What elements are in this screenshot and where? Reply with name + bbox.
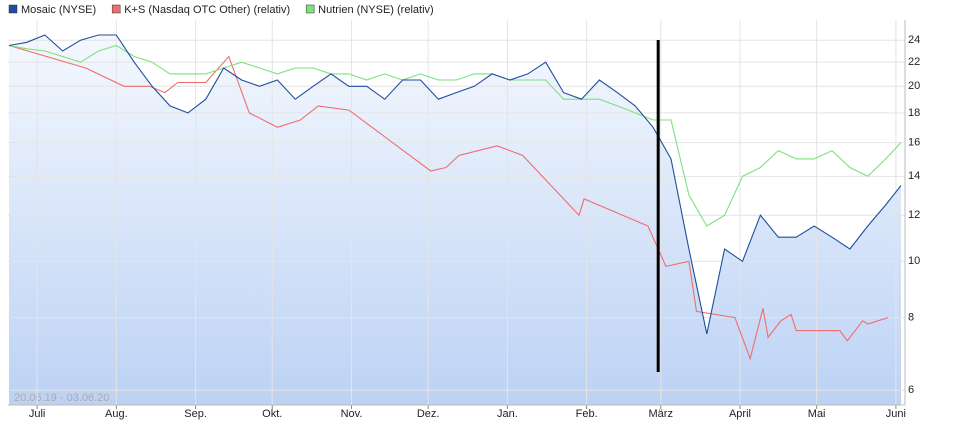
x-tick-label: Aug. [105,408,128,420]
x-tick-label: März [649,408,673,420]
legend-label: K+S (Nasdaq OTC Other) (relativ) [124,4,290,16]
legend-swatch [8,4,18,14]
x-tick-label: April [729,408,751,420]
y-tick-label: 18 [908,107,920,119]
y-tick-label: 24 [908,34,920,46]
legend-swatch [111,4,121,14]
x-tick-label: Okt. [262,408,282,420]
line [8,34,902,335]
x-tick-label: Mai [808,408,826,420]
y-tick-label: 22 [908,56,920,68]
y-tick-label: 12 [908,209,920,221]
x-tick-label: Nov. [341,408,363,420]
x-tick-label: Sep. [184,408,207,420]
footer: 20.06.19 - 03.06.20 [14,392,109,404]
x-tick-label: Feb. [576,408,598,420]
y-tick-label: 16 [908,137,920,149]
y-tick-label: 14 [908,170,920,182]
y-tick-label: 8 [908,312,914,324]
x-tick-label: Jan. [497,408,518,420]
line [8,44,889,361]
legend-label: Nutrien (NYSE) (relativ) [318,4,434,16]
legend-swatch [305,4,315,14]
x-tick-label: Juni [886,408,906,420]
y-tick-label: 20 [908,80,920,92]
x-tick-label: Juli [29,408,46,420]
area [9,35,901,405]
y-tick-label: 10 [908,255,920,267]
y-tick-label: 6 [908,384,914,396]
x-tick-label: Dez. [417,408,440,420]
legend-label: Mosaic (NYSE) [21,4,96,16]
line [8,44,902,227]
